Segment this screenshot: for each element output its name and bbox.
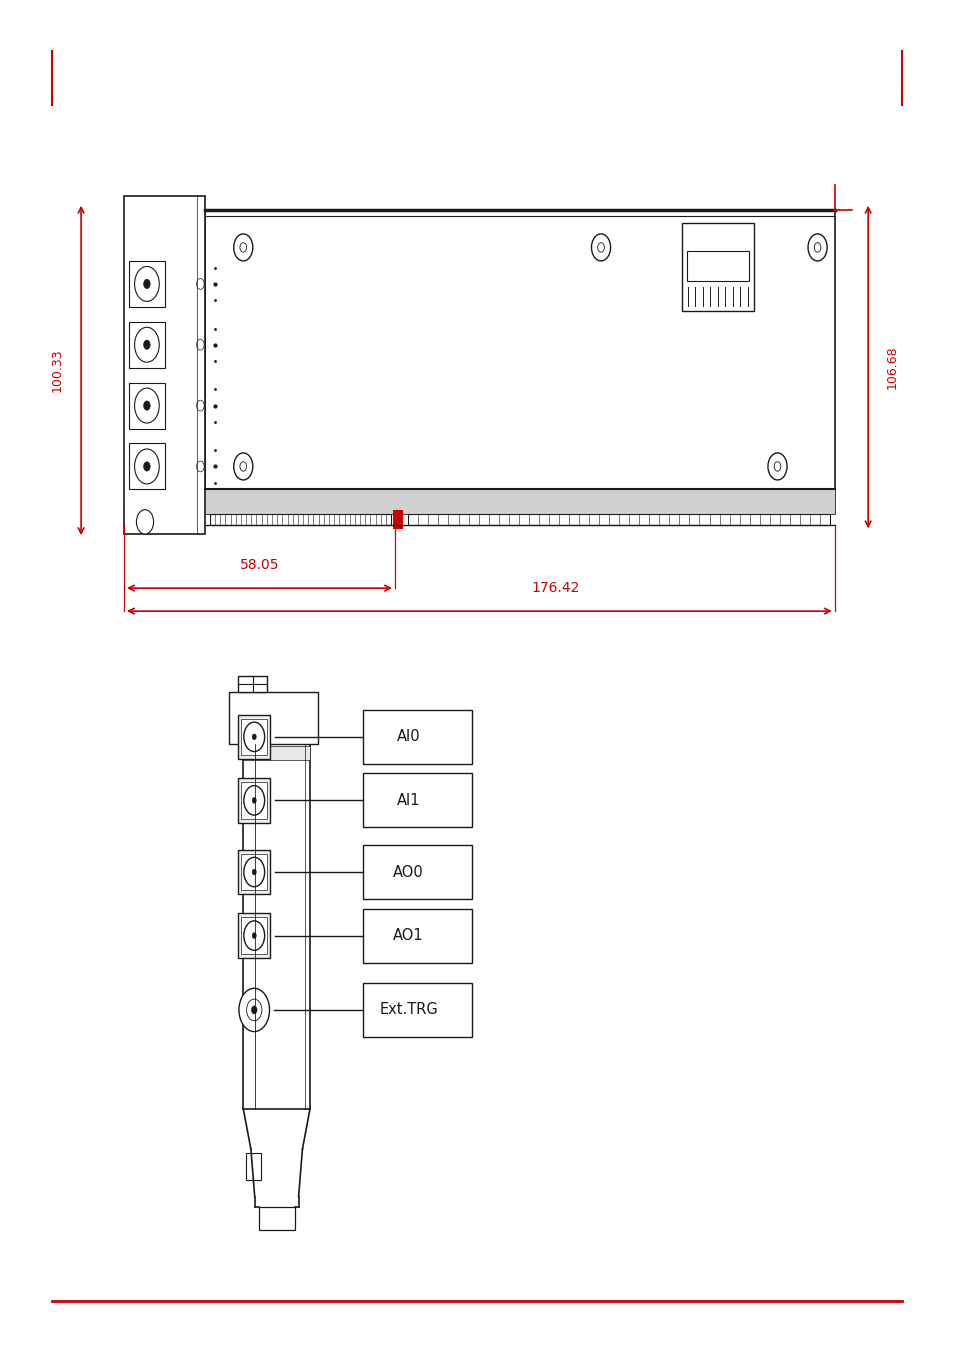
Bar <box>681 223 753 311</box>
Circle shape <box>252 734 256 740</box>
Bar <box>229 692 317 744</box>
Circle shape <box>597 243 604 253</box>
Circle shape <box>246 999 261 1021</box>
Circle shape <box>144 341 150 349</box>
Circle shape <box>144 462 150 470</box>
Circle shape <box>233 234 253 261</box>
Bar <box>362 845 472 899</box>
Circle shape <box>767 453 786 480</box>
Text: 58.05: 58.05 <box>239 558 279 572</box>
Circle shape <box>238 988 270 1032</box>
Bar <box>246 1153 261 1180</box>
Bar <box>129 322 165 368</box>
Circle shape <box>240 243 246 253</box>
Bar <box>362 773 472 827</box>
Bar <box>241 719 267 754</box>
Bar <box>238 914 270 957</box>
Circle shape <box>252 1006 257 1014</box>
Circle shape <box>134 449 159 484</box>
Bar <box>241 917 267 955</box>
Bar <box>241 854 267 891</box>
Circle shape <box>136 510 153 534</box>
Bar <box>362 909 472 963</box>
Bar <box>241 781 267 819</box>
Circle shape <box>134 327 159 362</box>
Text: AI0: AI0 <box>396 729 420 745</box>
Bar <box>210 514 391 525</box>
Bar <box>238 714 270 760</box>
Circle shape <box>244 921 264 950</box>
Text: 100.33: 100.33 <box>51 349 64 392</box>
Circle shape <box>813 243 820 253</box>
Circle shape <box>233 453 253 480</box>
Bar <box>129 261 165 307</box>
Bar <box>129 443 165 489</box>
Bar <box>238 779 270 822</box>
Bar <box>362 710 472 764</box>
Circle shape <box>134 388 159 423</box>
Circle shape <box>591 234 610 261</box>
Bar <box>238 676 267 692</box>
Bar <box>205 210 834 514</box>
Text: AO0: AO0 <box>393 864 423 880</box>
Bar <box>238 850 270 895</box>
Circle shape <box>252 798 256 803</box>
Text: Ext.TRG: Ext.TRG <box>379 1002 437 1018</box>
Text: AO1: AO1 <box>393 927 423 944</box>
Text: 106.68: 106.68 <box>884 345 898 389</box>
Bar <box>129 383 165 429</box>
Circle shape <box>144 402 150 410</box>
Text: 176.42: 176.42 <box>531 581 579 595</box>
Circle shape <box>244 786 264 815</box>
Circle shape <box>773 462 780 470</box>
Bar <box>243 746 310 760</box>
Circle shape <box>240 462 246 470</box>
Bar <box>258 1207 294 1230</box>
Circle shape <box>244 722 264 752</box>
Bar <box>686 251 748 281</box>
Circle shape <box>244 857 264 887</box>
Bar <box>205 489 834 514</box>
Circle shape <box>252 869 256 875</box>
Circle shape <box>134 266 159 301</box>
Bar <box>243 744 310 1109</box>
Circle shape <box>807 234 826 261</box>
Bar <box>362 983 472 1037</box>
Bar <box>393 510 402 529</box>
Bar <box>124 196 205 534</box>
Bar <box>408 514 829 525</box>
Circle shape <box>252 933 256 938</box>
Circle shape <box>144 280 150 288</box>
Text: AI1: AI1 <box>396 792 420 808</box>
